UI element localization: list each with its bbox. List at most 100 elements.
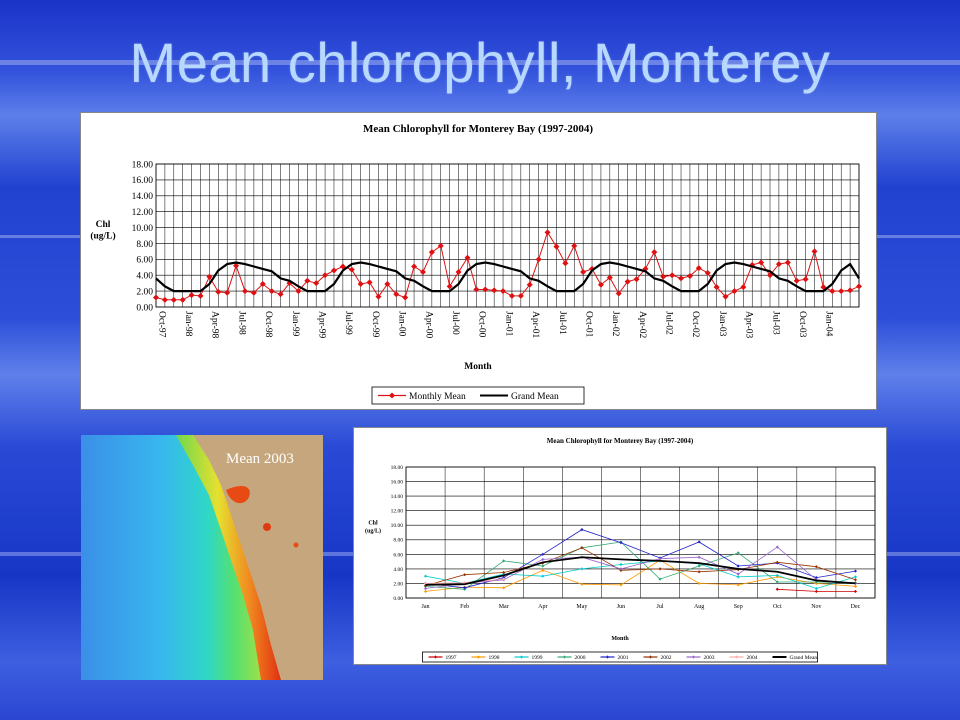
data-point (188, 292, 195, 299)
data-point (619, 541, 623, 545)
main-chart: Mean Chlorophyll for Monterey Bay (1997-… (90, 123, 862, 405)
data-point (697, 570, 701, 574)
x-tick-label: Jul-00 (450, 311, 460, 335)
x-tick-label: Oct-97 (156, 311, 166, 338)
y-tick-label: 12.00 (391, 509, 404, 515)
x-tick-label: Oct-00 (477, 311, 487, 338)
data-point (775, 545, 779, 549)
data-point (580, 567, 584, 571)
x-tick-label: May (576, 604, 587, 610)
data-point (419, 269, 426, 276)
data-point (814, 589, 818, 594)
x-tick-label: Jan-98 (183, 311, 193, 337)
legend-label: 2000 (575, 655, 586, 661)
legend-label: 2001 (618, 655, 629, 661)
x-tick-label: Jan-03 (717, 311, 727, 337)
data-point (619, 583, 623, 587)
data-point (179, 296, 186, 303)
legend-label: 2003 (704, 655, 715, 661)
legend-marker (476, 655, 481, 659)
data-point (722, 293, 729, 300)
legend-marker (648, 655, 653, 659)
x-tick-label: Aug (694, 604, 704, 610)
y-tick-label: 0.00 (136, 303, 153, 313)
data-point (428, 249, 435, 256)
legend-label: 1998 (489, 655, 500, 661)
data-point (455, 269, 462, 276)
y-axis-label-unit: (ug/L) (90, 230, 115, 241)
data-point (678, 275, 685, 282)
data-point (423, 574, 428, 578)
data-point (313, 280, 320, 287)
x-tick-label: Apr-03 (744, 311, 754, 338)
y-tick-label: 10.00 (391, 523, 404, 529)
x-tick-label: Jan-04 (824, 311, 834, 337)
x-tick-label: Oct-02 (690, 311, 700, 338)
data-point (463, 586, 467, 590)
data-point (322, 272, 329, 279)
data-point (348, 266, 355, 273)
x-axis-label: Month (611, 636, 629, 642)
data-point (571, 242, 578, 249)
x-tick-label: Apr-00 (423, 311, 433, 338)
x-tick-label: Jan-01 (503, 311, 513, 337)
data-point (161, 296, 168, 303)
legend-label: 2002 (661, 655, 672, 661)
data-point (295, 288, 302, 295)
data-point (838, 288, 845, 295)
data-point (535, 256, 542, 263)
y-tick-label: 6.00 (393, 552, 403, 558)
y-axis-label: Chl (368, 521, 378, 527)
x-tick-label: Apr (538, 604, 547, 610)
data-point (651, 249, 658, 256)
data-point (736, 575, 740, 579)
data-point (366, 279, 373, 286)
data-point (660, 273, 667, 280)
data-point (250, 289, 257, 296)
data-point (277, 291, 284, 298)
data-point (541, 574, 545, 578)
data-point (259, 280, 266, 287)
y-tick-label: 4.00 (393, 567, 403, 573)
data-point (793, 277, 800, 284)
y-tick-label: 18.00 (391, 465, 404, 471)
x-tick-label: Apr-02 (637, 311, 647, 338)
data-point (814, 586, 818, 591)
data-point (411, 263, 418, 270)
data-point (423, 586, 428, 591)
data-point (740, 284, 747, 291)
x-tick-label: Jul-01 (557, 311, 567, 335)
data-point (304, 277, 311, 284)
data-point (517, 292, 524, 299)
data-point (491, 287, 498, 294)
data-point (811, 248, 818, 255)
y-tick-label: 14.00 (391, 494, 404, 500)
legend-label: Monthly Mean (409, 392, 466, 402)
x-tick-label: Oct-03 (797, 311, 807, 338)
x-tick-label: Oct (773, 604, 782, 610)
data-point (697, 564, 701, 568)
data-point (500, 288, 507, 295)
data-point (580, 546, 584, 550)
data-point (697, 540, 701, 544)
legend-marker (734, 655, 739, 659)
data-point (541, 568, 545, 572)
data-point (330, 267, 337, 274)
data-point (697, 581, 701, 586)
data-point (437, 242, 444, 249)
data-point (624, 278, 631, 285)
data-point (423, 589, 428, 594)
x-tick-label: Jul-99 (343, 311, 353, 335)
x-axis-label: Month (464, 362, 492, 372)
y-axis-label: Chl (96, 220, 111, 230)
data-point (784, 259, 791, 266)
data-point (686, 273, 693, 280)
data-point (502, 586, 506, 590)
data-point (775, 261, 782, 268)
data-point (526, 281, 533, 288)
data-point (775, 560, 779, 564)
x-tick-label: Apr-98 (210, 311, 220, 338)
legend-label: 2004 (747, 655, 758, 661)
x-tick-label: Jan-99 (290, 311, 300, 337)
x-tick-label: Jun (617, 604, 625, 610)
